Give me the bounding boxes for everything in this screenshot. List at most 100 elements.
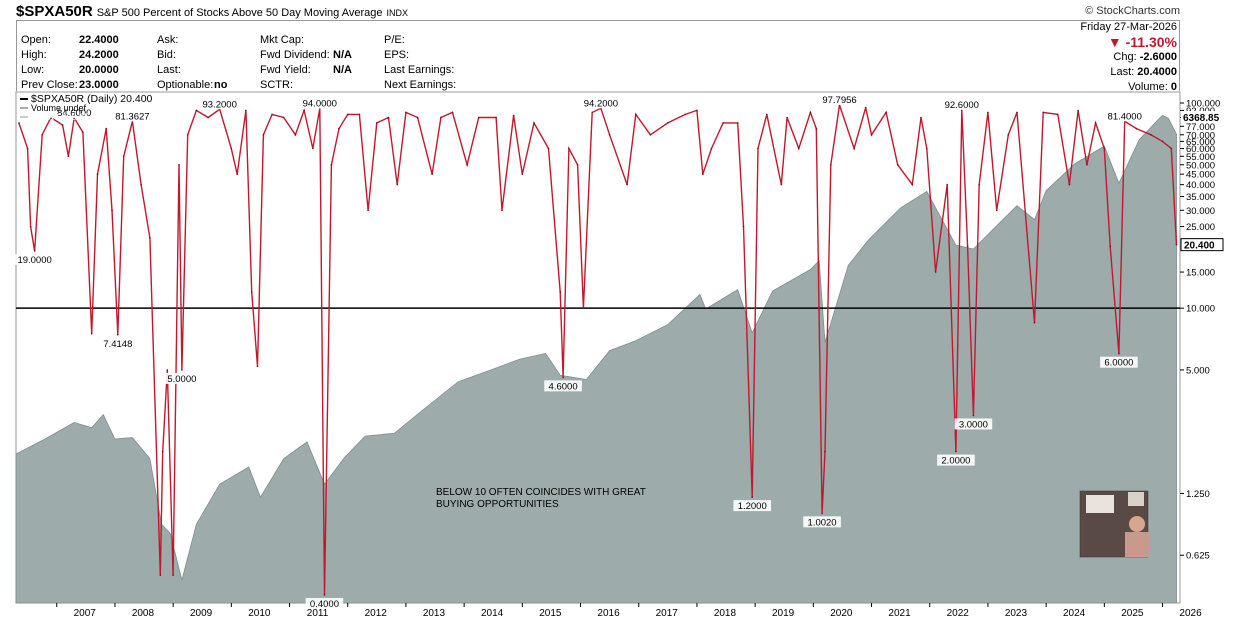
spxa50r-point bbox=[105, 127, 107, 130]
spxa50r-point bbox=[702, 173, 704, 175]
symbol: $SPXA50R bbox=[16, 3, 93, 20]
y-tick-label: 77.000 bbox=[1186, 122, 1215, 133]
spxa50r-point bbox=[33, 250, 36, 252]
spxa50r-point bbox=[416, 116, 419, 119]
spxa50r-point bbox=[230, 147, 233, 150]
spxa50r-point bbox=[798, 147, 800, 150]
value-label-bg bbox=[940, 98, 984, 110]
spxa50r-point bbox=[684, 113, 687, 116]
quote-value-col1-3: 23.0000 bbox=[79, 79, 119, 91]
y-tick-label: 45.000 bbox=[1186, 170, 1215, 181]
x-tick-label: 2009 bbox=[190, 608, 213, 619]
spxa50r-point bbox=[751, 496, 753, 498]
spxa50r-point bbox=[966, 245, 969, 248]
spxa50r-point bbox=[946, 183, 948, 186]
spxa50r-point bbox=[608, 134, 611, 136]
last-value-box bbox=[1180, 238, 1224, 252]
x-tick-label: 2013 bbox=[423, 608, 446, 619]
spxa50r-point bbox=[477, 116, 480, 119]
spxa50r-point bbox=[864, 106, 867, 109]
spxa50r-point bbox=[73, 117, 75, 119]
spxa50r-point bbox=[282, 116, 285, 119]
spx-last-box bbox=[1181, 111, 1225, 123]
spxa50r-point bbox=[294, 134, 297, 136]
spxa50r-point bbox=[82, 131, 84, 134]
spxa50r-point bbox=[501, 209, 503, 212]
y-tick-label: 0.625 bbox=[1186, 551, 1210, 562]
quote-label-col4-0: P/E: bbox=[384, 34, 405, 46]
spxa50r-point bbox=[495, 116, 497, 119]
quote-label-col1-3: Prev Close: bbox=[21, 79, 78, 91]
right-quote-box: Friday 27-Mar-2026 ▼ -11.30% Chg: -2.600… bbox=[1067, 20, 1177, 95]
spxa50r-point bbox=[576, 164, 579, 166]
spxa50r-point bbox=[559, 291, 561, 293]
quote-value-col1-2: 20.0000 bbox=[79, 64, 119, 76]
spxa50r-point bbox=[149, 237, 151, 239]
spxa50r-point bbox=[568, 147, 570, 150]
quote-label-col2-0: Ask: bbox=[157, 34, 179, 46]
spxa50r-point bbox=[838, 104, 841, 106]
spxa50r-point bbox=[1094, 122, 1097, 124]
y-tick-label: 100.000 bbox=[1186, 99, 1220, 110]
quote-value-col3-2: N/A bbox=[333, 64, 352, 76]
spxa50r-point bbox=[780, 183, 783, 186]
spxa50r-point bbox=[809, 111, 812, 114]
x-tick-label: 2010 bbox=[248, 608, 271, 619]
value-label-bg bbox=[1100, 356, 1138, 368]
spxa50r-point bbox=[870, 134, 873, 136]
legend-entry: Volume undef bbox=[31, 103, 87, 113]
spxa50r-point bbox=[111, 209, 113, 212]
spxa50r-point bbox=[591, 111, 593, 114]
value-label: 1.2000 bbox=[738, 501, 767, 512]
value-label-bg bbox=[733, 500, 772, 512]
spxa50r-point bbox=[440, 116, 442, 119]
spxa50r-point bbox=[972, 414, 975, 417]
spxa50r-point bbox=[218, 108, 221, 111]
brand-logo[interactable]: © StockCharts.com bbox=[1085, 5, 1180, 17]
y-tick-label: 10.000 bbox=[1186, 304, 1215, 315]
spxa50r-point bbox=[50, 116, 52, 119]
spxa50r-point bbox=[512, 114, 515, 117]
x-tick-label: 2023 bbox=[1005, 608, 1028, 619]
value-label: 6.0000 bbox=[1104, 358, 1133, 369]
spxa50r-point bbox=[376, 122, 378, 124]
value-label-bg bbox=[954, 418, 993, 430]
spxa50r-point bbox=[626, 183, 628, 186]
y-tick-label: 50.000 bbox=[1186, 160, 1215, 171]
spxa50r-point bbox=[271, 113, 273, 116]
spxa50r-point bbox=[323, 594, 326, 596]
spxa50r-point bbox=[1135, 127, 1138, 130]
x-tick-label: 2025 bbox=[1121, 608, 1144, 619]
description-text: S&P 500 Percent of Stocks Above 50 Day M… bbox=[96, 7, 383, 19]
spx-last-label: 6368.85 bbox=[1183, 113, 1220, 124]
y-tick-label: 30.000 bbox=[1186, 206, 1215, 217]
spxa50r-point bbox=[736, 122, 739, 124]
value-label: 5.0000 bbox=[167, 374, 196, 385]
spxa50r-point bbox=[885, 111, 887, 114]
spxa50r-point bbox=[131, 120, 134, 123]
spxa50r-point bbox=[405, 111, 407, 114]
spxa50r-point bbox=[330, 164, 333, 166]
spx-area bbox=[15, 114, 1177, 604]
y-tick-label: 1.250 bbox=[1186, 489, 1210, 500]
spxa50r-point bbox=[1068, 183, 1071, 186]
spxa50r-point bbox=[521, 173, 524, 175]
value-label: 2.0000 bbox=[941, 456, 970, 467]
value-label: 84.6000 bbox=[57, 108, 91, 119]
spxa50r-point bbox=[18, 122, 20, 124]
spxa50r-point bbox=[742, 225, 745, 228]
value-label-bg bbox=[817, 93, 862, 105]
spxa50r-point bbox=[387, 116, 390, 119]
value-label: 81.4000 bbox=[1108, 111, 1142, 122]
x-tick-label: 2017 bbox=[656, 608, 679, 619]
legend-entry: $SPXA50R (Daily) 20.400 bbox=[31, 93, 153, 105]
spxa50r-point bbox=[815, 127, 818, 130]
spxa50r-point bbox=[29, 225, 32, 228]
value-label: 3.0000 bbox=[959, 419, 988, 430]
spxa50r-point bbox=[978, 183, 980, 186]
quote-value-col3-1: N/A bbox=[333, 49, 352, 61]
change-percent: ▼ -11.30% bbox=[1107, 34, 1177, 50]
spxa50r-point bbox=[1109, 245, 1111, 248]
spxa50r-point bbox=[312, 147, 314, 150]
